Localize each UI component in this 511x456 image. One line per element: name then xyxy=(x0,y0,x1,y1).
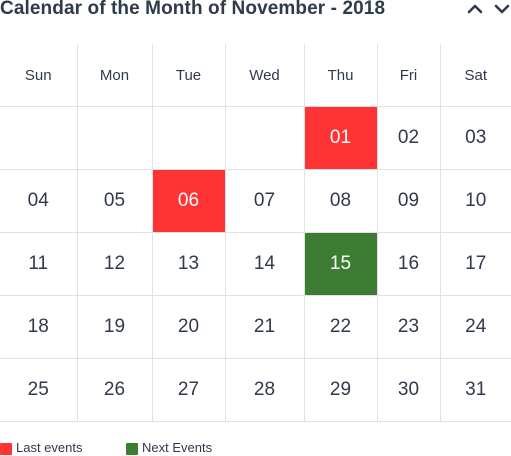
empty-day-cell xyxy=(224,106,304,170)
day-cell-12[interactable]: 12 xyxy=(76,232,152,296)
day-cell-21[interactable]: 21 xyxy=(224,295,304,359)
week-row: 11 12 13 14 15 16 17 xyxy=(0,232,511,296)
day-cell-02[interactable]: 02 xyxy=(376,106,440,170)
day-cell-11[interactable]: 11 xyxy=(0,232,77,296)
day-cell-20[interactable]: 20 xyxy=(151,295,225,359)
next-month-button[interactable] xyxy=(493,0,511,18)
day-cell-01[interactable]: 01 xyxy=(303,106,377,170)
chevron-down-icon xyxy=(494,4,510,14)
day-cell-10[interactable]: 10 xyxy=(439,169,511,233)
day-cell-31[interactable]: 31 xyxy=(439,358,511,422)
week-row: 25 26 27 28 29 30 31 xyxy=(0,358,511,422)
day-cell-29[interactable]: 29 xyxy=(303,358,377,422)
day-cell-16[interactable]: 16 xyxy=(376,232,440,296)
chevron-up-icon xyxy=(467,4,483,14)
day-cell-28[interactable]: 28 xyxy=(224,358,304,422)
day-cell-23[interactable]: 23 xyxy=(376,295,440,359)
weekday-header-row: Sun Mon Tue Wed Thu Fri Sat xyxy=(0,44,511,107)
day-cell-18[interactable]: 18 xyxy=(0,295,77,359)
legend: Last events Next Events xyxy=(0,440,511,455)
day-cell-15[interactable]: 15 xyxy=(303,232,377,296)
weekday-sun: Sun xyxy=(24,66,52,84)
weekday-mon: Mon xyxy=(76,44,152,107)
day-cell-22[interactable]: 22 xyxy=(303,295,377,359)
week-row: 01 02 03 xyxy=(0,106,511,170)
calendar-title: Calendar of the Month of November - 2018 xyxy=(0,0,386,19)
day-cell-03[interactable]: 03 xyxy=(439,106,511,170)
legend-label-next: Next Events xyxy=(142,440,213,455)
day-cell-26[interactable]: 26 xyxy=(76,358,152,422)
calendar-header: Calendar of the Month of November - 2018 xyxy=(0,0,511,22)
day-cell-14[interactable]: 14 xyxy=(224,232,304,296)
empty-day-cell xyxy=(0,106,77,170)
empty-day-cell xyxy=(76,106,152,170)
weekday-thu: Thu xyxy=(303,44,377,107)
previous-month-button[interactable] xyxy=(466,0,484,18)
day-cell-06[interactable]: 06 xyxy=(151,169,225,233)
day-cell-09[interactable]: 09 xyxy=(376,169,440,233)
day-cell-27[interactable]: 27 xyxy=(151,358,225,422)
weekday-fri: Fri xyxy=(376,44,440,107)
day-cell-08[interactable]: 08 xyxy=(303,169,377,233)
empty-day-cell xyxy=(151,106,225,170)
day-cell-07[interactable]: 07 xyxy=(224,169,304,233)
day-cell-30[interactable]: 30 xyxy=(376,358,440,422)
weekday-tue: Tue xyxy=(151,44,225,107)
calendar-grid: Sun Mon Tue Wed Thu Fri Sat 01 02 03 04 05 06… xyxy=(0,44,511,422)
day-cell-05[interactable]: 05 xyxy=(76,169,152,233)
weekday-sat: Sat xyxy=(439,44,511,107)
week-row: 18 19 20 21 22 23 24 xyxy=(0,295,511,359)
day-cell-19[interactable]: 19 xyxy=(76,295,152,359)
day-cell-24[interactable]: 24 xyxy=(439,295,511,359)
day-cell-25[interactable]: 25 xyxy=(0,358,77,422)
day-cell-17[interactable]: 17 xyxy=(439,232,511,296)
day-cell-13[interactable]: 13 xyxy=(151,232,225,296)
weekday-wed: Wed xyxy=(224,44,304,107)
legend-swatch-last xyxy=(0,443,12,455)
day-cell-04[interactable]: 04 xyxy=(0,169,77,233)
legend-swatch-next xyxy=(126,443,138,455)
legend-label-last: Last events xyxy=(16,440,83,455)
week-row: 04 05 06 07 08 09 10 xyxy=(0,169,511,233)
